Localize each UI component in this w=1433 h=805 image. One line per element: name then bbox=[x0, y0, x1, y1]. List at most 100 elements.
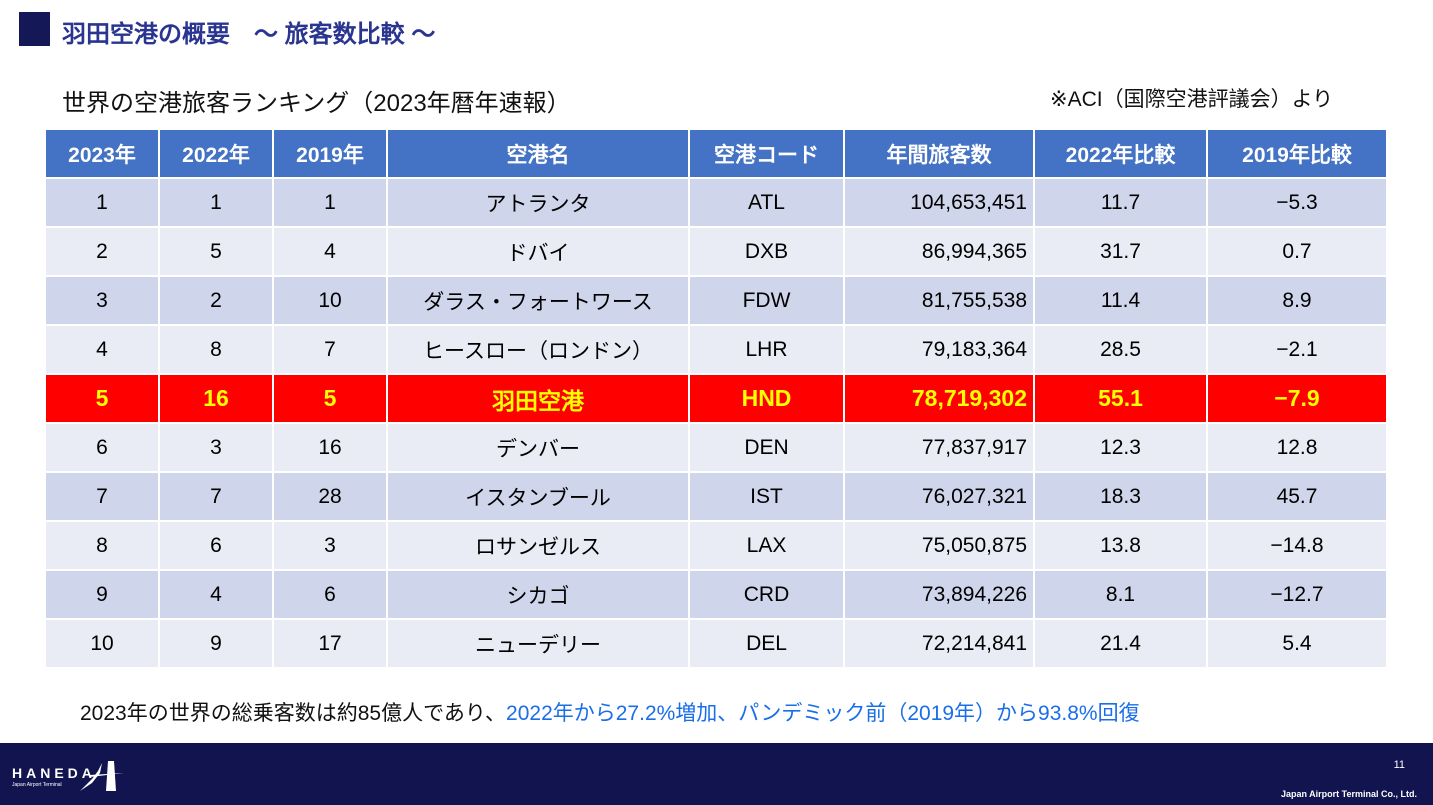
table-cell: 11.4 bbox=[1033, 275, 1208, 326]
table-cell: 55.1 bbox=[1033, 373, 1208, 424]
table-cell: −12.7 bbox=[1206, 569, 1388, 620]
table-row: 4 8 7 ヒースロー（ロンドン） LHR 79,183,364 28.5 −2.1 bbox=[44, 324, 1388, 375]
table-cell: 12.8 bbox=[1206, 422, 1388, 473]
title-marker bbox=[19, 12, 50, 46]
table-cell: 5 bbox=[272, 373, 388, 424]
table-cell: 28.5 bbox=[1033, 324, 1208, 375]
haneda-logo-mark-icon bbox=[80, 761, 124, 791]
table-cell: 1 bbox=[44, 177, 160, 228]
table-cell: ヒースロー（ロンドン） bbox=[386, 324, 690, 375]
source-note: ※ACI（国際空港評議会）より bbox=[1050, 88, 1334, 111]
table-cell: −5.3 bbox=[1206, 177, 1388, 228]
table-cell: 12.3 bbox=[1033, 422, 1208, 473]
table-cell: 45.7 bbox=[1206, 471, 1388, 522]
table-cell: 28 bbox=[272, 471, 388, 522]
table-cell: HND bbox=[688, 373, 845, 424]
table-cell: 6 bbox=[272, 569, 388, 620]
table-cell: 6 bbox=[158, 520, 274, 571]
table-cell: デンバー bbox=[386, 422, 690, 473]
page-number: 11 bbox=[1393, 759, 1405, 771]
table-cell: 31.7 bbox=[1033, 226, 1208, 277]
table-cell: 1 bbox=[272, 177, 388, 228]
table-cell: 2 bbox=[44, 226, 160, 277]
table-cell: 5 bbox=[158, 226, 274, 277]
table-cell: 75,050,875 bbox=[843, 520, 1035, 571]
table-cell: LHR bbox=[688, 324, 845, 375]
table-cell: 16 bbox=[158, 373, 274, 424]
table-cell: −2.1 bbox=[1206, 324, 1388, 375]
table-cell: 羽田空港 bbox=[386, 373, 690, 424]
table-cell: 8 bbox=[44, 520, 160, 571]
column-header: 2023年 bbox=[44, 128, 160, 179]
company-name: Japan Airport Terminal Co., Ltd. bbox=[1280, 789, 1417, 799]
table-cell: IST bbox=[688, 471, 845, 522]
table-cell: 104,653,451 bbox=[843, 177, 1035, 228]
page-title: 羽田空港の概要 ～ 旅客数比較 ～ bbox=[62, 21, 436, 48]
table-cell: アトランタ bbox=[386, 177, 690, 228]
table-cell: 4 bbox=[158, 569, 274, 620]
table-cell: −7.9 bbox=[1206, 373, 1388, 424]
table-cell: 8.9 bbox=[1206, 275, 1388, 326]
table-row: 8 6 3 ロサンゼルス LAX 75,050,875 13.8 −14.8 bbox=[44, 520, 1388, 571]
table-cell: ダラス・フォートワース bbox=[386, 275, 690, 326]
table-cell: 8 bbox=[158, 324, 274, 375]
table-cell: 5.4 bbox=[1206, 618, 1388, 669]
table-header-row: 2023年 2022年 2019年 空港名 空港コード 年間旅客数 2022年比較 2019年… bbox=[44, 128, 1388, 179]
table-cell: 9 bbox=[158, 618, 274, 669]
table-subtitle: 世界の空港旅客ランキング（2023年暦年速報） bbox=[62, 90, 571, 117]
table-cell: 7 bbox=[158, 471, 274, 522]
table-cell: 4 bbox=[272, 226, 388, 277]
table-cell: 81,755,538 bbox=[843, 275, 1035, 326]
table-cell: 9 bbox=[44, 569, 160, 620]
table-row: 2 5 4 ドバイ DXB 86,994,365 31.7 0.7 bbox=[44, 226, 1388, 277]
table-cell: 76,027,321 bbox=[843, 471, 1035, 522]
table-cell: 5 bbox=[44, 373, 160, 424]
table-row: 6 3 16 デンバー DEN 77,837,917 12.3 12.8 bbox=[44, 422, 1388, 473]
table-cell: 3 bbox=[272, 520, 388, 571]
table-cell: DEL bbox=[688, 618, 845, 669]
table-cell: FDW bbox=[688, 275, 845, 326]
table-row: 1 1 1 アトランタ ATL 104,653,451 11.7 −5.3 bbox=[44, 177, 1388, 228]
column-header: 空港コード bbox=[688, 128, 845, 179]
note-text: 2023年の世界の総乗客数は約85億人であり、 bbox=[80, 702, 507, 725]
haneda-logo: HANEDA Japan Airport Terminal bbox=[12, 765, 96, 788]
table-cell: 10 bbox=[272, 275, 388, 326]
footer: HANEDA Japan Airport Terminal 11 Japan Ai… bbox=[0, 743, 1433, 805]
column-header: 2019年比較 bbox=[1206, 128, 1388, 179]
column-header: 年間旅客数 bbox=[843, 128, 1035, 179]
table-cell: 21.4 bbox=[1033, 618, 1208, 669]
table-cell: 8.1 bbox=[1033, 569, 1208, 620]
table-cell: ATL bbox=[688, 177, 845, 228]
table-cell: 78,719,302 bbox=[843, 373, 1035, 424]
table-cell: DEN bbox=[688, 422, 845, 473]
table-cell: 1 bbox=[158, 177, 274, 228]
table-cell: 10 bbox=[44, 618, 160, 669]
table-cell: イスタンブール bbox=[386, 471, 690, 522]
column-header: 2019年 bbox=[272, 128, 388, 179]
table-cell: ニューデリー bbox=[386, 618, 690, 669]
table-cell: 16 bbox=[272, 422, 388, 473]
table-cell: 0.7 bbox=[1206, 226, 1388, 277]
table-row: 7 7 28 イスタンブール IST 76,027,321 18.3 45.7 bbox=[44, 471, 1388, 522]
table-cell: 77,837,917 bbox=[843, 422, 1035, 473]
note-highlight: 2022年から27.2%増加、パンデミック前（2019年）から93.8%回復 bbox=[506, 702, 1140, 725]
table-cell: ロサンゼルス bbox=[386, 520, 690, 571]
column-header: 空港名 bbox=[386, 128, 690, 179]
table-cell: 3 bbox=[44, 275, 160, 326]
column-header: 2022年比較 bbox=[1033, 128, 1208, 179]
table-cell: 6 bbox=[44, 422, 160, 473]
table-cell: 18.3 bbox=[1033, 471, 1208, 522]
table-cell: −14.8 bbox=[1206, 520, 1388, 571]
table-cell: 79,183,364 bbox=[843, 324, 1035, 375]
table-cell: 4 bbox=[44, 324, 160, 375]
table-cell: 73,894,226 bbox=[843, 569, 1035, 620]
table-cell: 2 bbox=[158, 275, 274, 326]
table-row-highlighted: 5 16 5 羽田空港 HND 78,719,302 55.1 −7.9 bbox=[44, 373, 1388, 424]
table-cell: シカゴ bbox=[386, 569, 690, 620]
column-header: 2022年 bbox=[158, 128, 274, 179]
table-cell: 7 bbox=[44, 471, 160, 522]
table-cell: 72,214,841 bbox=[843, 618, 1035, 669]
table-row: 9 4 6 シカゴ CRD 73,894,226 8.1 −12.7 bbox=[44, 569, 1388, 620]
table-cell: 86,994,365 bbox=[843, 226, 1035, 277]
table-cell: ドバイ bbox=[386, 226, 690, 277]
